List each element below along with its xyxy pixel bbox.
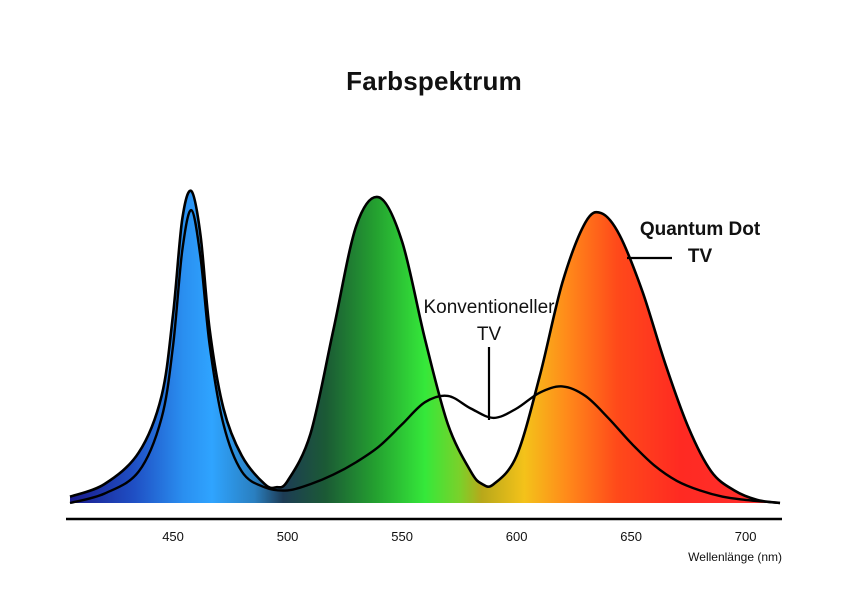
x-axis-label: Wellenlänge (nm) <box>688 550 782 564</box>
x-tick-label: 500 <box>277 529 299 544</box>
x-tick-label: 600 <box>506 529 528 544</box>
quantum-dot-label-line1: Quantum Dot <box>640 219 761 240</box>
quantum-dot-line <box>69 189 781 505</box>
quantum-dot-label-line2: TV <box>688 246 713 267</box>
x-axis: 450 500 550 600 650 700 Wellenlänge (nm) <box>66 517 782 564</box>
conventional-label-line1: Konventioneller <box>424 297 556 318</box>
x-tick-label: 550 <box>391 529 413 544</box>
plot-area <box>69 189 781 505</box>
x-tick-label: 650 <box>620 529 642 544</box>
x-tick-label: 700 <box>735 529 757 544</box>
quantum-dot-area <box>70 190 780 503</box>
conventional-tv-line <box>69 208 781 505</box>
annotations: Quantum Dot TV Konventioneller TV <box>424 219 761 420</box>
x-tick-label: 450 <box>162 529 184 544</box>
chart-title: Farbspektrum <box>346 66 522 96</box>
conventional-label-line2: TV <box>477 324 502 345</box>
